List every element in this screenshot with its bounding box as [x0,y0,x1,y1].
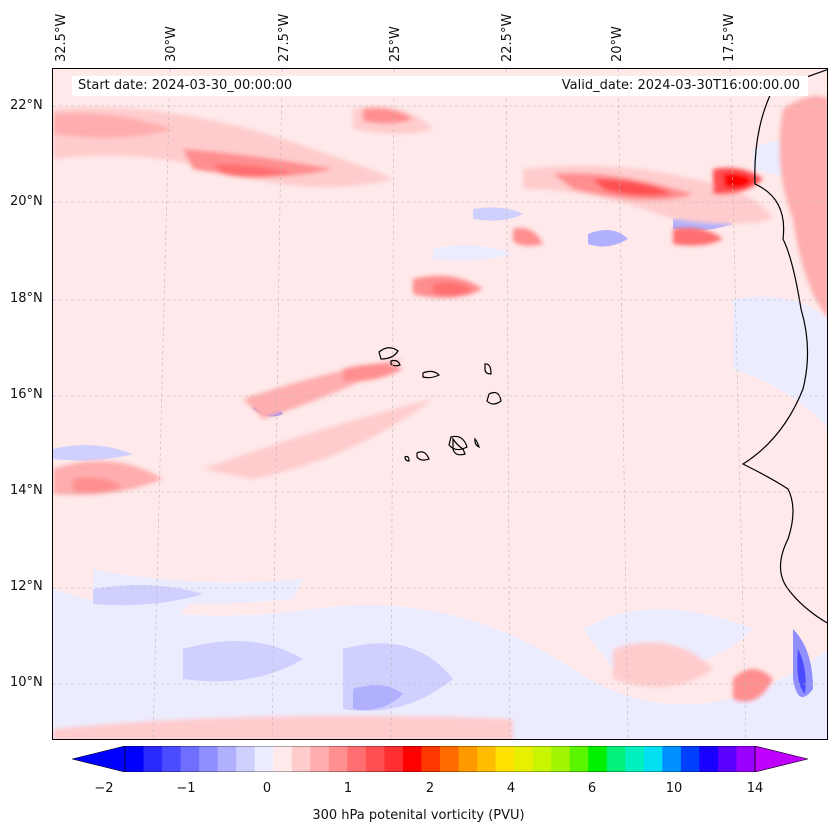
colorbar-swatch [736,746,756,772]
colorbar-swatch [217,746,237,772]
colorbar-swatch [495,746,515,772]
longitude-label: 30°W [164,26,179,62]
colorbar-tick-label: 0 [262,781,272,796]
colorbar-swatch [162,746,182,772]
valid-date-label: Valid_date: 2024-03-30T16:00:00.00 [561,78,800,93]
colorbar-swatch [328,746,348,772]
latitude-label: 22°N [10,98,43,113]
colorbar-swatch [514,746,534,772]
colorbar-swatch [384,746,404,772]
colorbar-tick-label: 2 [425,781,435,796]
colorbar-swatch [402,746,422,772]
colorbar-tick-label: 4 [506,781,516,796]
longitude-label: 25°W [388,26,403,62]
longitude-label: 27.5°W [277,13,292,62]
colorbar-title: 300 hPa potenital vorticity (PVU) [312,808,525,823]
africa-coastline [741,69,827,624]
colorbar-tick-label: −1 [176,781,196,796]
colorbar-swatch [143,746,163,772]
date-banner: Start date: 2024-03-30_00:00:00 Valid_da… [72,76,808,96]
latitude-label: 18°N [10,291,43,306]
vorticity-field [53,69,827,739]
colorbar-swatch [643,746,663,772]
latitude-label: 20°N [10,194,43,209]
colorbar-under-arrow [72,746,126,772]
longitude-label: 20°W [610,26,625,62]
colorbar-swatch [236,746,256,772]
colorbar-swatch [625,746,645,772]
colorbar-swatch [254,746,274,772]
colorbar-tick-label: 10 [665,781,683,796]
colorbar-tick-label: 6 [587,781,597,796]
colorbar-swatch [588,746,608,772]
longitude-label: 22.5°W [500,13,515,62]
map-panel [52,68,828,740]
graticule [53,69,827,739]
colorbar-swatch [180,746,200,772]
colorbar-swatch [458,746,478,772]
colorbar-swatch [699,746,719,772]
colorbar-swatch [291,746,311,772]
longitude-label: 32.5°W [54,13,69,62]
latitude-label: 12°N [10,579,43,594]
colorbar-swatch [569,746,589,772]
colorbar-over-arrow [754,746,808,772]
start-date-label: Start date: 2024-03-30_00:00:00 [78,78,293,93]
colorbar-swatch [310,746,330,772]
colorbar-swatch [347,746,367,772]
colorbar-tick-label: 14 [746,781,764,796]
latitude-label: 16°N [10,387,43,402]
colorbar-frame [124,746,756,772]
colorbar-swatch [680,746,700,772]
colorbar-tick-label: 1 [343,781,353,796]
colorbar-swatch [662,746,682,772]
longitude-label: 17.5°W [722,13,737,62]
colorbar-swatch [421,746,441,772]
latitude-label: 14°N [10,483,43,498]
colorbar-swatch [532,746,552,772]
colorbar-swatch [125,746,145,772]
colorbar-swatches [72,746,808,772]
colorbar-swatch [717,746,737,772]
positive-pv-regions [53,95,827,739]
colorbar-swatch [551,746,571,772]
latitude-label: 10°N [10,675,43,690]
colorbar-swatch [477,746,497,772]
colorbar [72,746,808,772]
colorbar-swatch [365,746,385,772]
colorbar-swatch [199,746,219,772]
colorbar-swatch [606,746,626,772]
colorbar-swatch [440,746,460,772]
colorbar-swatch [273,746,293,772]
cape-verde-islands [378,347,502,462]
negative-pv-regions [53,139,827,739]
colorbar-tick-label: −2 [94,781,114,796]
